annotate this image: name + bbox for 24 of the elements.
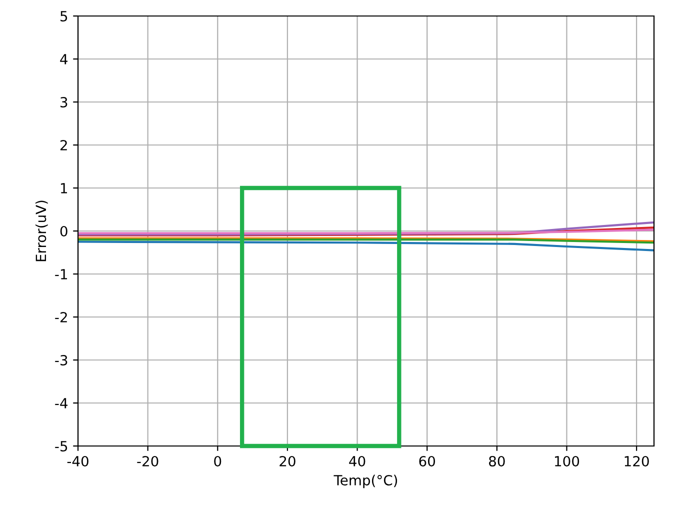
x-tick-label: 0 <box>214 456 222 466</box>
y-tick-label: -4 <box>55 398 68 408</box>
y-tick-label: 2 <box>60 140 67 150</box>
x-axis-title: Temp(°C) <box>334 474 398 488</box>
y-tick-label: 5 <box>60 11 68 22</box>
y-tick-label: 4 <box>60 54 68 64</box>
x-tick-label: 120 <box>624 456 649 466</box>
x-tick-label: -20 <box>137 456 158 466</box>
y-tick-label: 1 <box>60 183 67 194</box>
x-tick-label: 40 <box>349 456 366 466</box>
x-tick-label: 80 <box>489 456 505 466</box>
x-tick-label: 60 <box>419 456 436 466</box>
y-tick-label: -2 <box>55 312 67 322</box>
x-tick-label: 100 <box>555 456 580 466</box>
x-tick-label: 20 <box>280 456 296 466</box>
line-series <box>78 221 654 236</box>
y-tick-label: 0 <box>60 226 68 236</box>
y-axis-title: Error(uV) <box>35 200 48 262</box>
y-tick-label: 3 <box>60 96 68 108</box>
y-tick-label: -3 <box>55 354 68 366</box>
y-tick-label: -1 <box>55 269 67 280</box>
line-series <box>78 240 654 252</box>
x-tick-label: -40 <box>67 456 88 466</box>
y-tick-label: -5 <box>55 441 68 452</box>
